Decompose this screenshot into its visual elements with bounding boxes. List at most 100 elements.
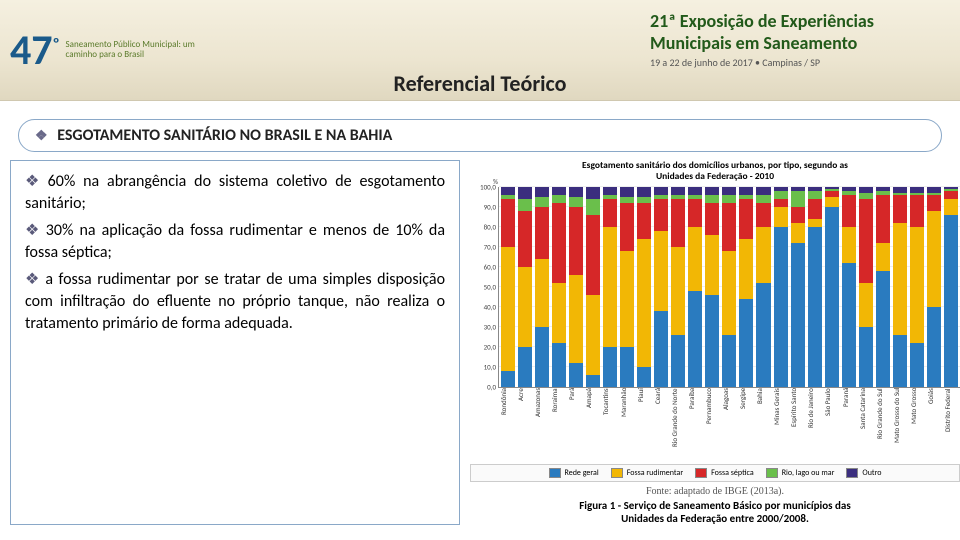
legend-label: Rio, lago ou mar xyxy=(782,468,835,478)
congress-number-val: 47 xyxy=(10,25,53,76)
bar xyxy=(637,187,651,387)
x-label: Paraná xyxy=(842,388,856,460)
bar-segment xyxy=(859,327,873,387)
bar-segment xyxy=(620,347,634,387)
bar-segment xyxy=(791,191,805,207)
x-label: Minas Gerais xyxy=(773,388,787,460)
bar-segment xyxy=(637,187,651,197)
bar-segment xyxy=(705,195,719,203)
bar xyxy=(518,187,532,387)
bar-segment xyxy=(501,371,515,387)
x-label: Maranhão xyxy=(620,388,634,460)
bar xyxy=(893,187,907,387)
y-tick: 0,0 xyxy=(487,382,496,391)
legend-item: Outro xyxy=(846,468,881,478)
bar-segment xyxy=(756,187,770,195)
bar-segment xyxy=(518,347,532,387)
bar-segment xyxy=(859,199,873,283)
x-label: Rio Grande do Norte xyxy=(671,388,685,460)
legend-swatch xyxy=(846,468,858,478)
bar-segment xyxy=(603,227,617,347)
bar-segment xyxy=(739,239,753,299)
x-label: Acre xyxy=(517,388,531,460)
x-label: Distrito Federal xyxy=(944,388,958,460)
chart-source: Fonte: adaptado de IBGE (2013a). xyxy=(646,486,784,497)
bar xyxy=(654,187,668,387)
bar-segment xyxy=(654,231,668,311)
bar-segment xyxy=(756,227,770,283)
x-label: Alagoas xyxy=(722,388,736,460)
bar-segment xyxy=(518,267,532,347)
y-tick: 30,0 xyxy=(484,322,496,331)
legend-item: Rio, lago ou mar xyxy=(766,468,835,478)
legend-swatch xyxy=(766,468,778,478)
bar-segment xyxy=(893,223,907,335)
y-tick: 100,0 xyxy=(480,182,496,191)
bar-segment xyxy=(893,195,907,223)
y-axis: % 0,010,020,030,040,050,060,070,080,090,… xyxy=(470,187,498,387)
header: 47º Saneamento Público Municipal: um cam… xyxy=(0,0,960,101)
bar xyxy=(910,187,924,387)
bar-segment xyxy=(671,199,685,247)
bar-segment xyxy=(637,203,651,239)
bar-segment xyxy=(705,203,719,235)
bar-segment xyxy=(552,203,566,283)
bar-segment xyxy=(535,197,549,207)
caption-l2: Unidades da Federação entre 2000/2008. xyxy=(621,512,809,525)
x-label: Bahia xyxy=(756,388,770,460)
bar xyxy=(620,187,634,387)
bar-segment xyxy=(620,203,634,251)
bar xyxy=(552,187,566,387)
bar-segment xyxy=(637,367,651,387)
bar-segment xyxy=(808,219,822,227)
bar-segment xyxy=(876,271,890,387)
bar-segment xyxy=(756,203,770,227)
page-title: Referencial Teórico xyxy=(394,70,567,97)
congress-number: 47º xyxy=(10,25,60,76)
bar-segment xyxy=(859,283,873,327)
bar xyxy=(603,187,617,387)
y-tick: 10,0 xyxy=(484,362,496,371)
bar xyxy=(825,187,839,387)
bar-segment xyxy=(791,223,805,243)
legend-label: Rede geral xyxy=(565,468,599,478)
bar-segment xyxy=(910,343,924,387)
bar xyxy=(876,187,890,387)
bar-segment xyxy=(808,191,822,199)
chart-title-l2: Unidades da Federação - 2010 xyxy=(656,170,774,182)
bar-segment xyxy=(501,247,515,371)
bar-segment xyxy=(518,199,532,211)
bar-segment xyxy=(842,195,856,227)
bar-segment xyxy=(739,187,753,195)
legend-item: Fossa séptica xyxy=(695,468,754,478)
bar-segment xyxy=(688,227,702,291)
bar-segment xyxy=(722,335,736,387)
x-label: Paraíba xyxy=(688,388,702,460)
x-label: Pernambuco xyxy=(705,388,719,460)
y-tick: 20,0 xyxy=(484,342,496,351)
bar-segment xyxy=(705,235,719,295)
legend-item: Fossa rudimentar xyxy=(611,468,683,478)
x-label: Tocantins xyxy=(602,388,616,460)
bar-segment xyxy=(774,207,788,227)
chart-title: Esgotamento sanitário dos domicílios urb… xyxy=(582,160,848,183)
bar xyxy=(756,187,770,387)
bar xyxy=(722,187,736,387)
legend-label: Fossa rudimentar xyxy=(627,468,683,478)
bar-segment xyxy=(825,197,839,207)
bar-segment xyxy=(501,187,515,195)
bar-segment xyxy=(944,215,958,387)
bar-segment xyxy=(842,227,856,263)
bar-segment xyxy=(774,191,788,199)
section-subheader: ESGOTAMENTO SANITÁRIO NO BRASIL E NA BAH… xyxy=(18,119,942,152)
bar xyxy=(927,187,941,387)
legend: Rede geral Fossa rudimentar Fossa séptica R… xyxy=(470,464,960,482)
bar-segment xyxy=(876,243,890,271)
x-label: Roraima xyxy=(551,388,565,460)
bar-segment xyxy=(654,187,668,195)
bar-segment xyxy=(893,335,907,387)
bar-segment xyxy=(569,197,583,207)
bar-segment xyxy=(825,207,839,387)
bar-segment xyxy=(688,291,702,387)
x-label: Rondônia xyxy=(500,388,514,460)
